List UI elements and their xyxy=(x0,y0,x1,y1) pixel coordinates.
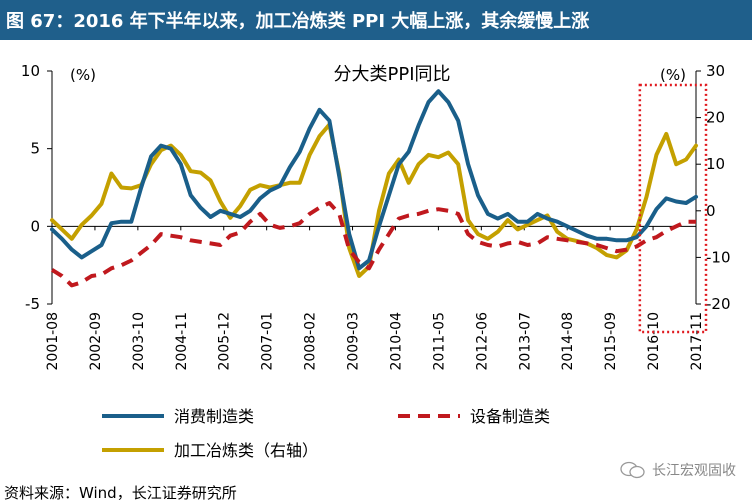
series-line xyxy=(50,122,698,278)
wechat-icon xyxy=(620,461,645,479)
x-tick-label: 2017-11 xyxy=(689,312,705,371)
x-tick-label: 2015-09 xyxy=(603,312,619,371)
axes-group: -5 0 5 10 -20 -10 0 10 20 30 2001-08 2002-09 2003-10… xyxy=(21,62,731,371)
x-tick-label: 2001-08 xyxy=(45,312,61,371)
right-tick-label: 20 xyxy=(706,109,725,127)
watermark-text: 长江宏观固收 xyxy=(652,463,736,479)
watermark: 长江宏观固收 xyxy=(620,460,736,480)
x-tick-label: 2010-04 xyxy=(388,312,404,371)
legend-label: 设备制造类 xyxy=(470,407,550,426)
x-tick-label: 2012-06 xyxy=(474,312,490,371)
left-tick-label: 10 xyxy=(21,62,40,80)
left-tick-label: 5 xyxy=(30,140,40,158)
right-tick-label: 30 xyxy=(706,62,725,80)
x-tick-label: 2004-11 xyxy=(174,312,190,371)
left-tick-label: 0 xyxy=(30,217,40,235)
x-tick-label: 2013-07 xyxy=(517,312,533,371)
x-tick-label: 2005-12 xyxy=(217,312,233,371)
series-line xyxy=(50,89,698,271)
right-tick-label: 0 xyxy=(706,202,716,220)
highlight-group xyxy=(638,83,708,334)
series-group xyxy=(50,89,698,288)
left-axis-unit: (%) xyxy=(70,66,96,84)
highlight-box xyxy=(638,83,708,334)
figure-header: 图 67：2016 年下半年以来，加工冶炼类 PPI 大幅上涨，其余缓慢上涨 xyxy=(0,0,752,40)
x-tick-label: 2003-10 xyxy=(131,312,147,371)
ppi-line-chart: 分大类PPI同比 (%) (%) -5 0 5 10 -20 -10 0 10 20 30 2001… xyxy=(21,62,731,460)
left-tick-label: -5 xyxy=(25,295,40,313)
legend-label: 加工冶炼类（右轴） xyxy=(174,441,318,460)
x-tick-label: 2011-05 xyxy=(431,312,447,371)
right-tick-label: 10 xyxy=(706,155,725,173)
legend-label: 消费制造类 xyxy=(174,407,254,426)
x-tick-label: 2009-03 xyxy=(346,312,362,371)
figure-title: 图 67：2016 年下半年以来，加工冶炼类 PPI 大幅上涨，其余缓慢上涨 xyxy=(6,11,590,32)
right-tick-label: -10 xyxy=(706,248,731,266)
right-tick-label: -20 xyxy=(706,295,731,313)
chart-title: 分大类PPI同比 xyxy=(333,64,450,85)
source-note: 资料来源：Wind，长江证券研究所 xyxy=(4,484,237,502)
x-tick-label: 2016-10 xyxy=(646,312,662,371)
right-axis-unit: (%) xyxy=(660,66,686,84)
x-tick-label: 2002-09 xyxy=(88,312,104,371)
x-tick-label: 2014-08 xyxy=(560,312,576,371)
series-line xyxy=(50,201,696,288)
x-tick-label: 2007-01 xyxy=(260,312,276,371)
x-tick-label: 2008-02 xyxy=(303,312,319,371)
